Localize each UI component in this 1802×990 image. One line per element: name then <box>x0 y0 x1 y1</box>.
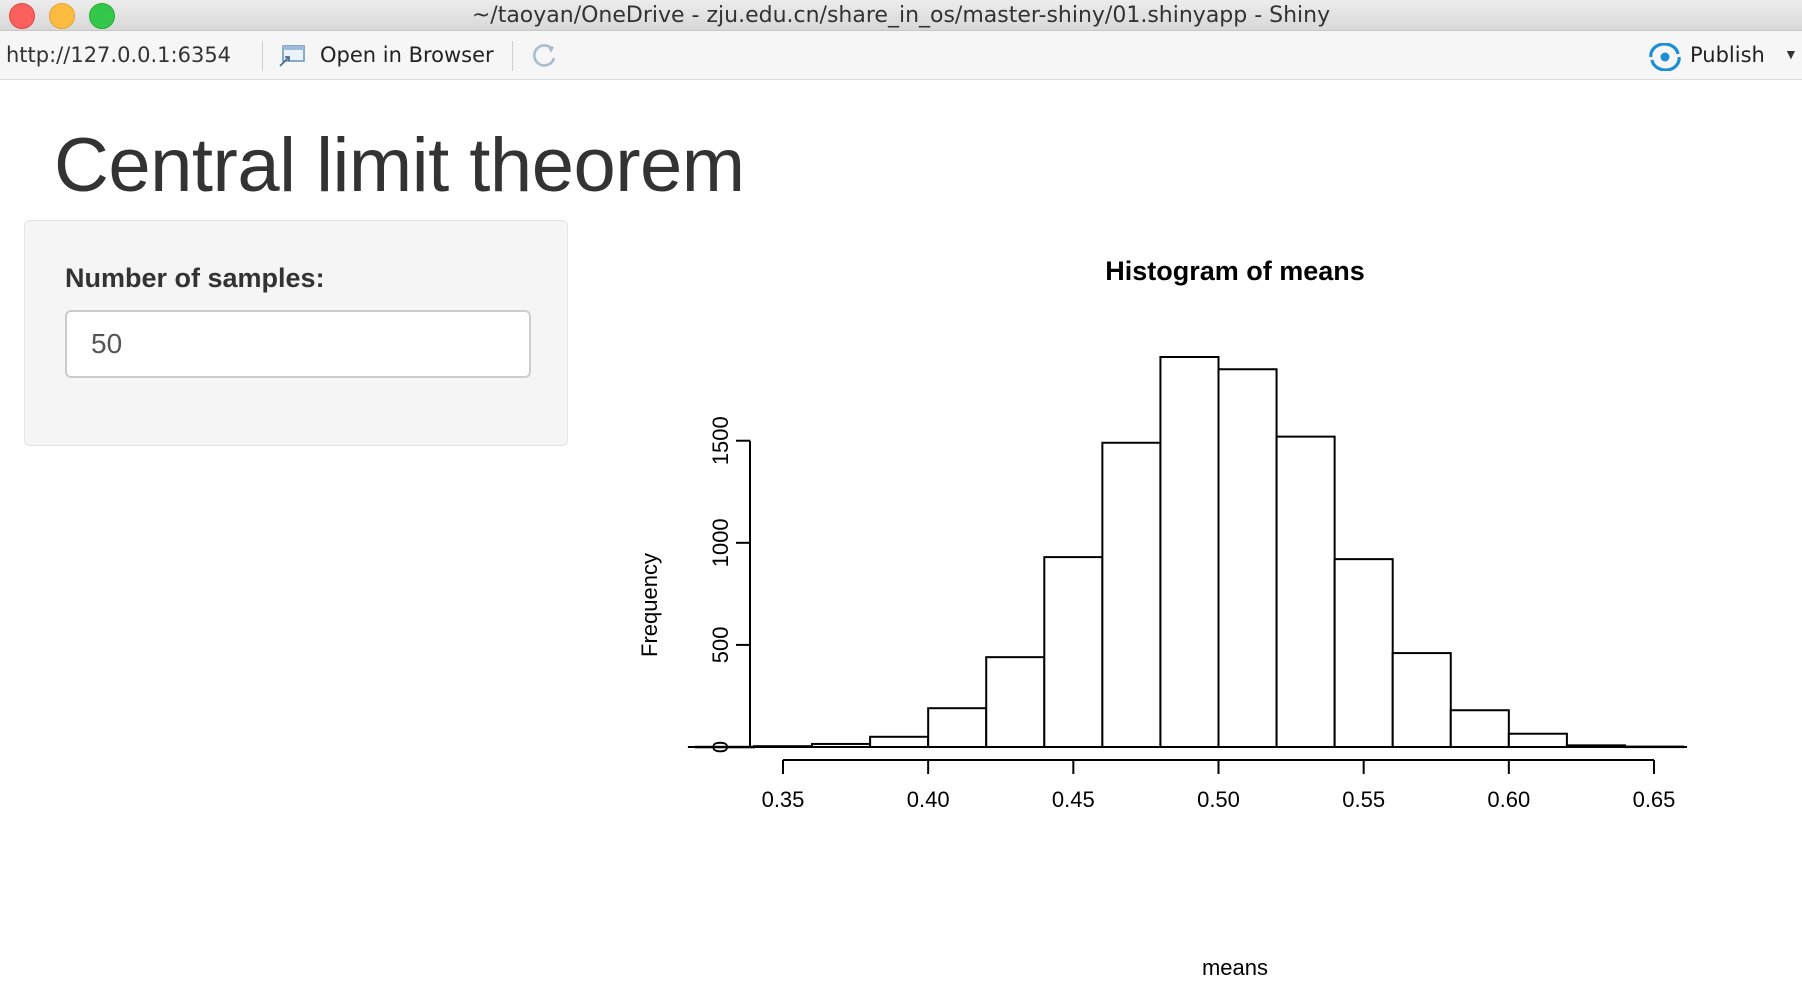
histogram-bar <box>1159 356 1220 748</box>
histogram-bar <box>1565 744 1626 749</box>
maximize-window-button[interactable] <box>89 3 115 29</box>
viewer-toolbar: http://127.0.0.1:6354 Open in Browser Pu… <box>0 31 1802 80</box>
histogram-bar <box>1449 709 1510 748</box>
histogram-bar <box>1101 441 1162 748</box>
publish-icon <box>1649 43 1681 71</box>
toolbar-separator <box>512 41 513 71</box>
page-title: Central limit theorem <box>54 123 745 208</box>
histogram-bar <box>985 656 1046 749</box>
y-tick-label: 500 <box>708 627 733 664</box>
histogram-bar <box>752 745 814 748</box>
app-url: http://127.0.0.1:6354 <box>6 43 232 67</box>
sidebar-panel: Number of samples: <box>24 220 568 446</box>
x-tick-label: 0.35 <box>762 787 805 812</box>
histogram-bar <box>869 735 930 749</box>
samples-input[interactable] <box>65 310 531 378</box>
close-window-button[interactable] <box>9 3 35 29</box>
refresh-icon[interactable] <box>528 40 560 72</box>
histogram-bar <box>811 742 872 749</box>
x-tick-label: 0.65 <box>1633 787 1676 812</box>
x-tick-label: 0.40 <box>907 787 950 812</box>
y-tick-label: 1000 <box>708 518 733 567</box>
y-tick-label: 1500 <box>708 416 733 465</box>
histogram-bar <box>1333 558 1394 749</box>
histogram-bar <box>1623 745 1685 749</box>
publish-label: Publish <box>1690 43 1765 67</box>
minimize-window-button[interactable] <box>49 3 75 29</box>
window-title-bar: ~/taoyan/OneDrive - zju.edu.cn/share_in_… <box>0 0 1802 31</box>
chart-title: Histogram of means <box>1105 256 1365 286</box>
histogram-bar <box>1217 368 1278 748</box>
open-in-browser-label: Open in Browser <box>320 43 494 67</box>
x-axis: 0.35 0.40 0.45 0.50 0.55 0.60 0.65 <box>762 759 1676 812</box>
x-axis-label: means <box>1202 955 1268 980</box>
x-tick-label: 0.55 <box>1342 787 1385 812</box>
x-tick-label: 0.45 <box>1052 787 1095 812</box>
x-tick-label: 0.60 <box>1487 787 1530 812</box>
chevron-down-icon[interactable]: ▼ <box>1784 46 1798 62</box>
histogram-bars <box>687 356 1688 749</box>
histogram-bar <box>1391 652 1452 749</box>
histogram-bar <box>927 707 988 749</box>
window-title: ~/taoyan/OneDrive - zju.edu.cn/share_in_… <box>471 3 1331 28</box>
y-axis: 0 500 1000 1500 <box>708 416 751 753</box>
x-tick-label: 0.50 <box>1197 787 1240 812</box>
open-browser-icon <box>279 45 305 67</box>
histogram-bar <box>1507 732 1568 749</box>
histogram-bar <box>1275 435 1336 748</box>
y-tick-label: 0 <box>708 741 733 753</box>
toolbar-separator <box>262 41 263 71</box>
y-axis-label: Frequency <box>637 553 662 657</box>
histogram-bar <box>1043 556 1104 748</box>
samples-input-label: Number of samples: <box>65 263 325 293</box>
histogram-plot: Histogram of means means Frequency 0.35 0… <box>637 256 1688 980</box>
